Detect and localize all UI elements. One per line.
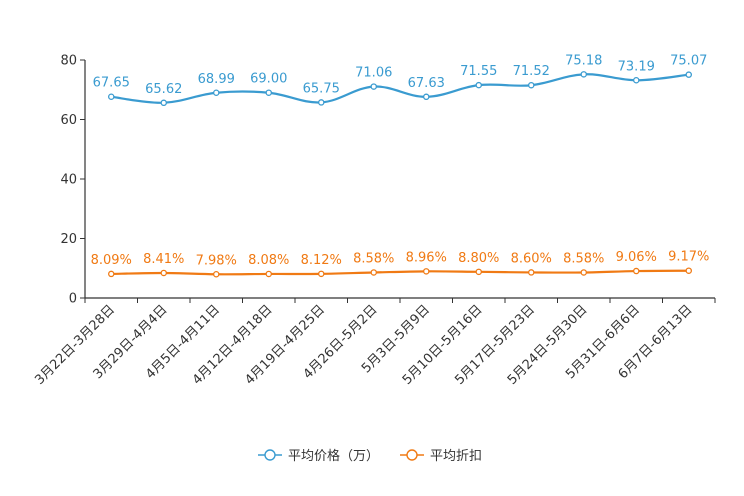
data-label: 75.07: [670, 54, 707, 69]
data-label: 67.63: [408, 76, 445, 91]
data-point[interactable]: [633, 77, 640, 84]
data-label: 8.58%: [563, 251, 604, 266]
series-1: 8.09% 8.41% 7.98% 8.08% 8.12% 8.58% 8.96% 8.80%…: [91, 250, 709, 278]
data-point[interactable]: [580, 71, 588, 78]
data-label: 9.06%: [616, 250, 657, 265]
data-label: 75.18: [565, 53, 602, 68]
y-tick-label: 20: [60, 232, 77, 247]
legend-item-0[interactable]: 平均价格（万）: [258, 448, 379, 464]
legend-label: 平均折扣: [430, 449, 482, 464]
data-point[interactable]: [212, 89, 220, 97]
data-point[interactable]: [108, 93, 115, 100]
legend-item-1[interactable]: 平均折扣: [400, 449, 482, 464]
data-label: 65.75: [303, 81, 340, 96]
data-label: 8.41%: [143, 252, 184, 267]
data-label: 73.19: [618, 59, 655, 74]
data-point[interactable]: [475, 268, 482, 276]
data-point[interactable]: [370, 83, 377, 90]
series-0: 67.65 65.62 68.99 69.00 65.75 71.06 67.63 71.55…: [93, 53, 707, 107]
data-point[interactable]: [265, 270, 272, 278]
data-point[interactable]: [160, 99, 167, 107]
data-label: 8.80%: [458, 251, 499, 266]
series-line: [111, 269, 689, 276]
data-label: 69.00: [250, 72, 287, 87]
data-point[interactable]: [108, 270, 115, 278]
legend[interactable]: 平均价格（万） 平均折扣: [258, 448, 482, 464]
data-point[interactable]: [317, 99, 325, 106]
data-label: 71.06: [355, 66, 392, 81]
data-point[interactable]: [528, 81, 535, 89]
data-label: 68.99: [198, 72, 235, 87]
data-point[interactable]: [475, 81, 482, 89]
legend-marker: [406, 449, 418, 461]
data-point[interactable]: [422, 93, 430, 101]
data-point[interactable]: [685, 71, 693, 78]
data-label: 8.08%: [248, 253, 289, 268]
data-point[interactable]: [212, 271, 220, 278]
axes: 0 20 40 60 80: [60, 54, 716, 307]
data-label: 71.55: [460, 64, 497, 79]
y-tick-label: 0: [69, 292, 77, 307]
data-label: 71.52: [513, 64, 550, 79]
data-point[interactable]: [580, 269, 588, 276]
y-tick-label: 60: [60, 113, 77, 128]
data-point[interactable]: [422, 268, 430, 275]
data-point[interactable]: [370, 269, 377, 276]
data-label: 8.09%: [91, 253, 132, 268]
data-label: 65.62: [145, 82, 182, 97]
series-line: [111, 73, 689, 104]
data-label: 9.17%: [668, 250, 709, 265]
data-label: 8.96%: [406, 250, 447, 265]
data-point[interactable]: [317, 270, 325, 278]
series-layer: 67.65 65.62 68.99 69.00 65.75 71.06 67.63 71.55…: [91, 53, 709, 278]
legend-label: 平均价格（万）: [288, 448, 379, 464]
y-tick-label: 40: [60, 173, 77, 188]
data-point[interactable]: [633, 267, 640, 275]
data-point[interactable]: [160, 269, 167, 277]
legend-marker: [264, 449, 276, 461]
y-tick-label: 80: [60, 54, 77, 69]
data-point[interactable]: [685, 267, 693, 274]
data-point[interactable]: [528, 269, 535, 276]
data-label: 8.60%: [511, 251, 552, 266]
data-point[interactable]: [265, 89, 272, 96]
x-axis-labels: 3月22日-3月28日3月29日-4月4日4月5日-4月11日4月12日-4月1…: [32, 302, 695, 388]
data-label: 67.65: [93, 76, 130, 91]
data-label: 7.98%: [196, 253, 237, 268]
data-label: 8.58%: [353, 251, 394, 266]
data-label: 8.12%: [301, 253, 342, 268]
